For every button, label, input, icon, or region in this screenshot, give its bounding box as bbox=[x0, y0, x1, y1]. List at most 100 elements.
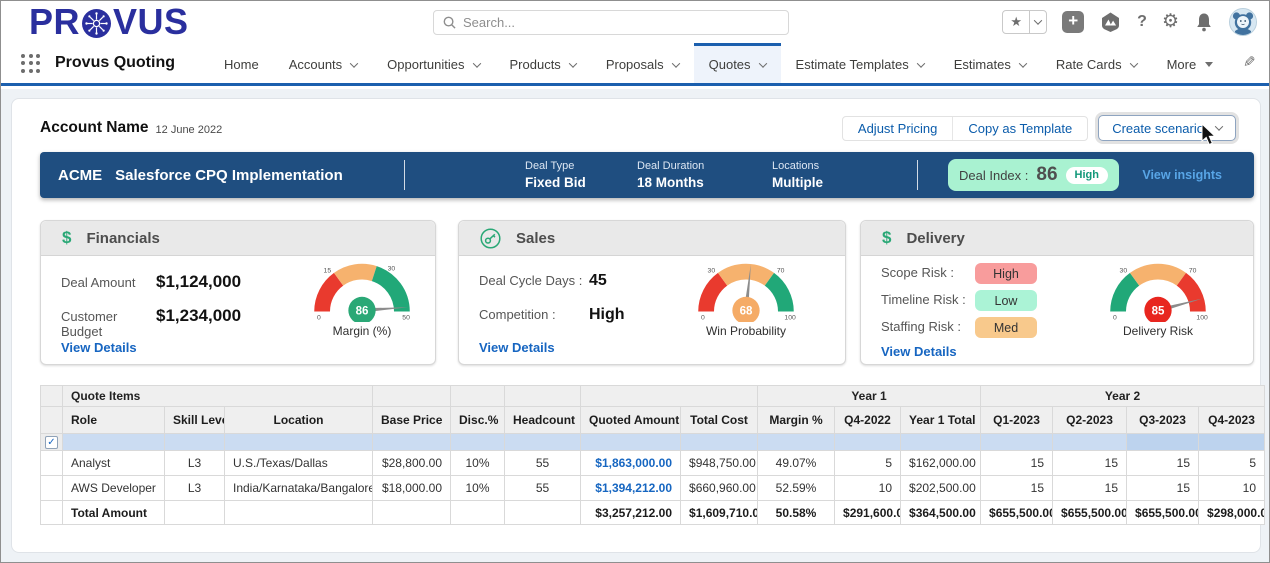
svg-text:70: 70 bbox=[777, 268, 785, 275]
col-margin[interactable]: Margin % bbox=[757, 406, 836, 434]
year2-group-label: Year 2 bbox=[980, 385, 1266, 407]
col-role[interactable]: Role bbox=[62, 406, 165, 434]
scope-risk-badge: High bbox=[975, 263, 1037, 284]
guidance-center-icon[interactable] bbox=[1099, 11, 1122, 33]
delivery-risk-gauge: 85 0 30 70 100 Delivery Risk bbox=[1099, 259, 1217, 338]
deal-title: ACME Salesforce CPQ Implementation bbox=[58, 167, 404, 184]
staffing-risk-row: Staffing Risk : bbox=[881, 319, 961, 334]
financials-card-header: $ Financials bbox=[41, 221, 435, 256]
global-add-button[interactable]: + bbox=[1062, 11, 1085, 33]
action-button-group: Adjust Pricing Copy as Template bbox=[841, 115, 1089, 141]
win-probability-gauge: 68 0 30 70 100 Win Probability bbox=[687, 259, 805, 338]
copy-as-template-button[interactable]: Copy as Template bbox=[952, 116, 1087, 140]
chevron-down-icon bbox=[758, 58, 767, 68]
global-search[interactable] bbox=[433, 10, 789, 35]
deal-account: ACME bbox=[58, 166, 103, 184]
app-launcher-icon[interactable] bbox=[21, 53, 40, 73]
col-year1-total[interactable]: Year 1 Total bbox=[900, 406, 982, 434]
col-headcount[interactable]: Headcount bbox=[504, 406, 582, 434]
help-icon[interactable]: ? bbox=[1137, 13, 1147, 30]
tab-more[interactable]: More bbox=[1152, 43, 1229, 83]
tab-accounts[interactable]: Accounts bbox=[274, 43, 372, 83]
quote-detail-panel: Account Name 12 June 2022 Adjust Pricing… bbox=[11, 98, 1266, 553]
table-row[interactable]: Analyst L3 U.S./Texas/Dallas $28,800.00 … bbox=[40, 450, 1266, 476]
financials-card: $ Financials Deal Amount $1,124,000 Cust… bbox=[40, 220, 436, 365]
view-insights-link[interactable]: View insights bbox=[1142, 168, 1222, 182]
logo-text-pre: PR bbox=[29, 1, 81, 42]
star-icon[interactable]: ★ bbox=[1010, 14, 1022, 29]
notifications-bell-icon[interactable] bbox=[1194, 12, 1214, 33]
quote-date: 12 June 2022 bbox=[155, 123, 223, 136]
chevron-down-icon bbox=[1129, 58, 1138, 68]
svg-text:30: 30 bbox=[388, 266, 396, 273]
svg-text:30: 30 bbox=[708, 268, 716, 275]
col-q2-2023[interactable]: Q2-2023 bbox=[1052, 406, 1128, 434]
dollar-icon: $ bbox=[62, 228, 72, 247]
col-q4-2022[interactable]: Q4-2022 bbox=[834, 406, 902, 434]
svg-text:86: 86 bbox=[356, 305, 369, 317]
table-column-header-row: Role Skill Level Location Base Price Dis… bbox=[40, 406, 1266, 434]
chevron-down-icon bbox=[916, 58, 925, 68]
tab-rate-cards[interactable]: Rate Cards bbox=[1041, 43, 1152, 83]
banner-divider bbox=[404, 160, 405, 190]
svg-text:68: 68 bbox=[740, 305, 753, 317]
tab-quotes[interactable]: Quotes bbox=[693, 43, 781, 83]
edit-nav-pencil-icon[interactable]: ✎ bbox=[1243, 54, 1256, 71]
setup-gear-icon[interactable]: ⚙ bbox=[1161, 11, 1179, 32]
page-title: Account Name bbox=[40, 119, 149, 136]
delivery-view-details-link[interactable]: View Details bbox=[881, 344, 957, 359]
sales-card: Sales Deal Cycle Days : 45 Competition :… bbox=[458, 220, 846, 365]
provus-logo: PR VUS bbox=[29, 2, 189, 42]
sales-card-header: Sales bbox=[459, 221, 845, 256]
app-navigation-bar: Provus Quoting Home Accounts Opportuniti… bbox=[1, 43, 1269, 86]
quoted-amount-link[interactable]: $1,394,212.00 bbox=[580, 475, 682, 501]
col-location[interactable]: Location bbox=[223, 406, 374, 434]
sales-view-details-link[interactable]: View Details bbox=[479, 340, 555, 355]
staffing-risk-badge: Med bbox=[975, 317, 1037, 338]
col-q3-2023[interactable]: Q3-2023 bbox=[1126, 406, 1200, 434]
account-header-row: Account Name 12 June 2022 Adjust Pricing… bbox=[40, 113, 1236, 143]
col-base-price[interactable]: Base Price bbox=[372, 406, 452, 434]
col-q1-2023[interactable]: Q1-2023 bbox=[980, 406, 1054, 434]
col-skill-level[interactable]: Skill Level bbox=[164, 406, 225, 434]
user-avatar[interactable] bbox=[1229, 8, 1257, 36]
tab-opportunities[interactable]: Opportunities bbox=[372, 43, 494, 83]
deal-name: Salesforce CPQ Implementation bbox=[115, 166, 343, 184]
search-input[interactable] bbox=[463, 15, 779, 30]
col-q4-2023[interactable]: Q4-2023 bbox=[1198, 406, 1266, 434]
gauge-caption: Win Probability bbox=[705, 324, 787, 338]
row-checkbox[interactable]: ✓ bbox=[45, 435, 58, 449]
tab-proposals[interactable]: Proposals bbox=[591, 43, 694, 83]
logo-snowflake-icon bbox=[82, 8, 112, 38]
create-scenario-button[interactable]: Create scenario bbox=[1098, 115, 1236, 141]
col-total-cost[interactable]: Total Cost bbox=[680, 406, 759, 434]
margin-gauge: 86 0 15 30 50 Margin (%) bbox=[303, 259, 421, 338]
tab-home[interactable]: Home bbox=[224, 57, 259, 72]
app-name: Provus Quoting bbox=[55, 54, 175, 71]
quoted-amount-link[interactable]: $1,863,000.00 bbox=[580, 450, 682, 476]
col-disc[interactable]: Disc.% bbox=[450, 406, 506, 434]
chevron-down-icon bbox=[671, 58, 680, 68]
locations-field: Locations Multiple bbox=[772, 160, 823, 190]
global-actions: ★ + ? ⚙ bbox=[1002, 7, 1257, 37]
deal-index-badge: High bbox=[1065, 166, 1108, 184]
selected-highlight-row[interactable]: ✓ bbox=[40, 433, 1266, 451]
year1-group-label: Year 1 bbox=[757, 385, 982, 407]
quote-items-group-label: Quote Items bbox=[61, 385, 374, 407]
financials-view-details-link[interactable]: View Details bbox=[61, 340, 137, 355]
tab-estimate-templates[interactable]: Estimate Templates bbox=[781, 43, 939, 83]
col-quoted-amount[interactable]: Quoted Amount bbox=[580, 406, 682, 434]
favorites-control[interactable]: ★ bbox=[1002, 10, 1048, 34]
year1-total-link[interactable]: $364,500.00 bbox=[900, 500, 982, 525]
adjust-pricing-button[interactable]: Adjust Pricing bbox=[857, 120, 938, 136]
svg-text:0: 0 bbox=[317, 314, 321, 321]
deal-duration-field: Deal Duration 18 Months bbox=[637, 160, 705, 190]
gauge-caption: Delivery Risk bbox=[1122, 324, 1193, 338]
table-row[interactable]: AWS Developer L3 India/Karnataka/Bangalo… bbox=[40, 475, 1266, 501]
tab-products[interactable]: Products bbox=[495, 43, 591, 83]
table-group-header-row: Quote Items Year 1 Year 2 bbox=[40, 385, 1266, 407]
tab-estimates[interactable]: Estimates bbox=[939, 43, 1041, 83]
deal-index-pill: Deal Index : 86 High bbox=[948, 159, 1119, 191]
deal-summary-banner: ACME Salesforce CPQ Implementation Deal … bbox=[40, 152, 1254, 198]
favorites-caret-button[interactable] bbox=[1029, 11, 1046, 33]
